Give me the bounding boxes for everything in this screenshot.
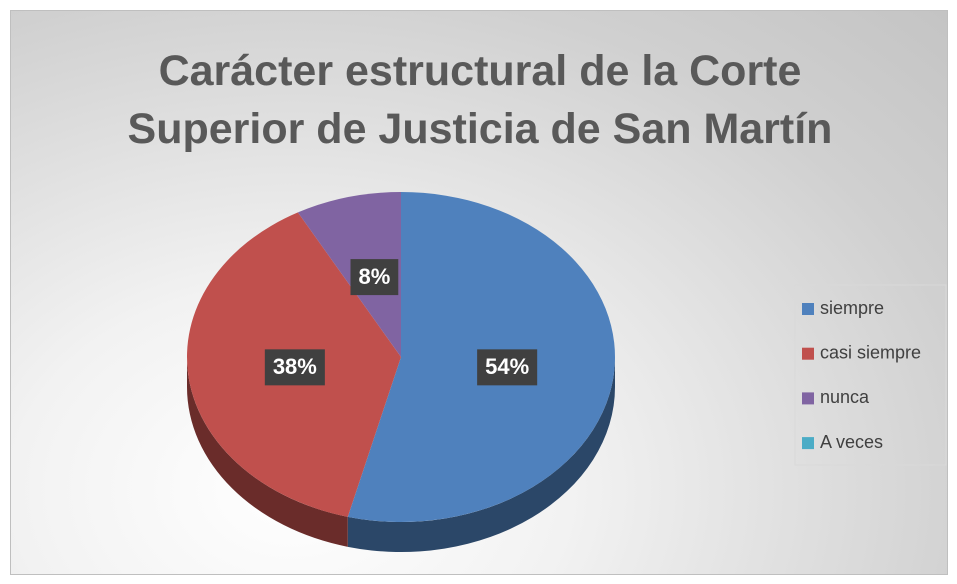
slice-side — [187, 357, 348, 547]
data-label-text: 54% — [485, 354, 529, 379]
data-label-text: 38% — [273, 354, 317, 379]
data-label: 54% — [477, 349, 538, 386]
legend-swatch — [802, 392, 814, 405]
data-label-text: 8% — [358, 264, 390, 289]
legend-swatch — [802, 437, 814, 450]
legend-box — [794, 284, 947, 466]
slice — [297, 192, 401, 357]
data-label-box — [477, 349, 538, 386]
data-label: 38% — [264, 349, 325, 386]
legend-label: nunca — [820, 387, 870, 407]
data-label-box — [350, 259, 399, 296]
chart-title: Carácter estructural de la Corte Superio… — [127, 47, 833, 153]
legend-label: casi siempre — [820, 342, 921, 362]
legend-label: siempre — [820, 298, 884, 318]
slice-side — [347, 357, 615, 552]
legend-swatch — [802, 303, 814, 315]
data-label-box — [264, 349, 325, 386]
legend-label: A veces — [820, 432, 883, 452]
legend-swatch — [802, 347, 814, 360]
data-label: 8% — [350, 259, 399, 296]
